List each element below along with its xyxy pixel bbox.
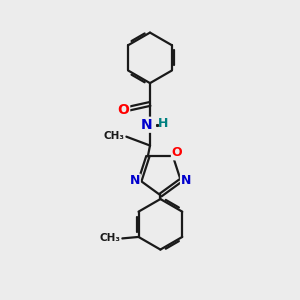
Text: CH₃: CH₃ (104, 131, 125, 141)
Text: N: N (130, 175, 140, 188)
Text: CH₃: CH₃ (100, 233, 121, 243)
Text: H: H (158, 117, 169, 130)
Text: O: O (117, 103, 129, 117)
Text: O: O (172, 146, 182, 159)
Text: N: N (181, 175, 191, 188)
Text: N: N (141, 118, 152, 132)
